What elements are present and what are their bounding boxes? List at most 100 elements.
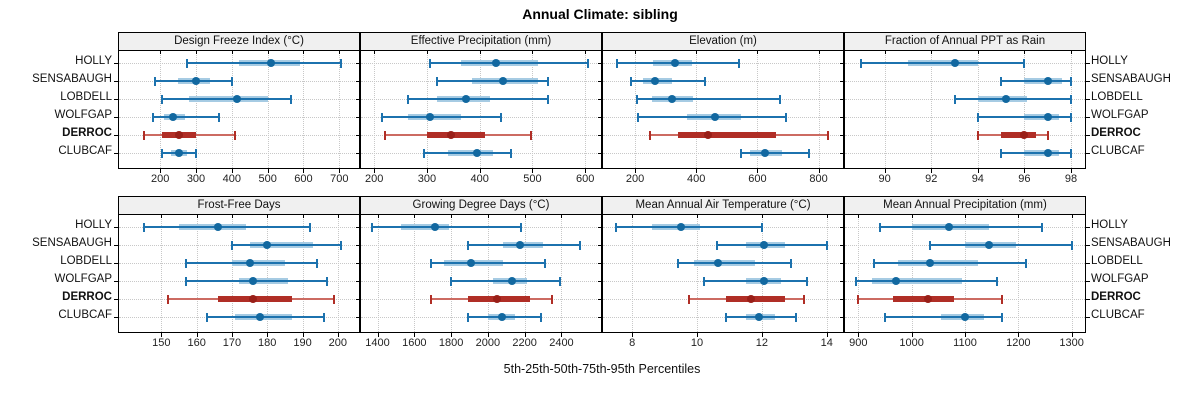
whisker-cap (702, 277, 705, 286)
x-tick (632, 333, 634, 337)
gridline-v (196, 51, 197, 168)
whisker-cap (206, 313, 209, 322)
gridline-v (911, 215, 913, 332)
gridline-v (160, 51, 162, 168)
median-dot (710, 113, 719, 121)
x-tick-label: 2000 (475, 337, 501, 349)
whisker-cap (333, 295, 336, 304)
median-dot (950, 59, 959, 67)
x-tick-label: 200 (364, 173, 384, 185)
whisker-line (636, 98, 781, 100)
x-tick (1071, 333, 1073, 337)
median-dot (507, 277, 516, 285)
gridline-v (451, 215, 453, 332)
row-tick (114, 99, 118, 100)
gridline-v (761, 215, 763, 332)
whisker-cap (806, 277, 809, 286)
whisker-cap (687, 295, 690, 304)
iqr-band (426, 132, 485, 138)
whisker-cap (825, 241, 828, 250)
row-tick (356, 153, 360, 154)
whisker-cap (1070, 95, 1073, 104)
median-dot (985, 241, 993, 249)
median-dot (759, 241, 768, 249)
gridline-v (161, 215, 163, 332)
median-dot (245, 259, 254, 267)
median-dot (213, 223, 222, 231)
whisker-cap (808, 149, 811, 158)
x-tick (196, 169, 197, 173)
row-tick (356, 63, 360, 64)
whisker-cap (715, 241, 718, 250)
median-dot (493, 295, 502, 303)
whisker-cap (635, 95, 638, 104)
x-tick-top (911, 215, 913, 218)
plot-area (361, 215, 601, 332)
iqr-band (677, 132, 776, 138)
row-tick (598, 117, 602, 118)
median-dot (249, 295, 258, 303)
row-tick (1086, 81, 1090, 82)
row-tick (840, 263, 844, 264)
row-tick (356, 227, 360, 228)
panel-strip: Fraction of Annual PPT as Rain (845, 33, 1085, 51)
row-tick (1086, 135, 1090, 136)
plot-area (119, 215, 359, 332)
median-dot (761, 149, 770, 157)
station-label-left: SENSABAUGH (32, 237, 112, 249)
station-label-left: CLUBCAF (58, 145, 112, 157)
gridline-v (931, 51, 933, 168)
gridline-v (231, 51, 233, 168)
x-tick-top (1071, 51, 1073, 54)
gridline-v (635, 51, 637, 168)
whisker-cap (929, 241, 932, 250)
median-dot (499, 77, 508, 85)
row-tick (114, 81, 118, 82)
whisker-cap (547, 77, 550, 86)
gridline-v (965, 215, 966, 332)
median-dot (516, 241, 525, 249)
x-tick (303, 169, 305, 173)
gridline-v (267, 51, 269, 168)
x-tick-top (267, 215, 269, 218)
station-label-right: HOLLY (1091, 219, 1128, 231)
row-tick (598, 63, 602, 64)
median-dot (961, 313, 969, 321)
whisker-cap (614, 223, 617, 232)
x-tick (196, 333, 198, 337)
whisker-line (451, 280, 560, 282)
whisker-cap (167, 295, 170, 304)
whisker-line (977, 116, 1072, 118)
x-tick-top (374, 51, 376, 54)
whisker-cap (785, 113, 788, 122)
x-tick-top (196, 51, 197, 54)
whisker-cap (322, 313, 325, 322)
x-tick-top (337, 215, 339, 218)
panel: Mean Annual Air Temperature (°C) (602, 196, 844, 333)
median-dot (926, 259, 935, 267)
gridline-v (196, 215, 198, 332)
whisker-cap (794, 313, 797, 322)
row-tick (114, 299, 118, 300)
x-tick-label: 1000 (899, 337, 924, 349)
x-tick-top (479, 51, 481, 54)
whisker-cap (857, 295, 860, 304)
x-tick-label: 1200 (1006, 337, 1031, 349)
whisker-cap (704, 77, 707, 86)
x-tick-top (339, 51, 341, 54)
panel-strip: Growing Degree Days (°C) (361, 197, 601, 215)
panel-title: Fraction of Annual PPT as Rain (884, 35, 1046, 47)
row-tick (840, 117, 844, 118)
whisker-cap (1070, 77, 1073, 86)
median-dot (754, 313, 763, 321)
median-dot (446, 131, 455, 139)
x-tick (1024, 169, 1026, 173)
gridline-v (487, 215, 489, 332)
whisker-cap (530, 131, 533, 140)
whisker-cap (551, 295, 554, 304)
panel-title: Mean Annual Air Temperature (°C) (635, 199, 811, 211)
gridline-v (426, 51, 428, 168)
whisker-line (408, 98, 549, 100)
gridline-v (479, 51, 481, 168)
gridline-h (119, 81, 359, 82)
